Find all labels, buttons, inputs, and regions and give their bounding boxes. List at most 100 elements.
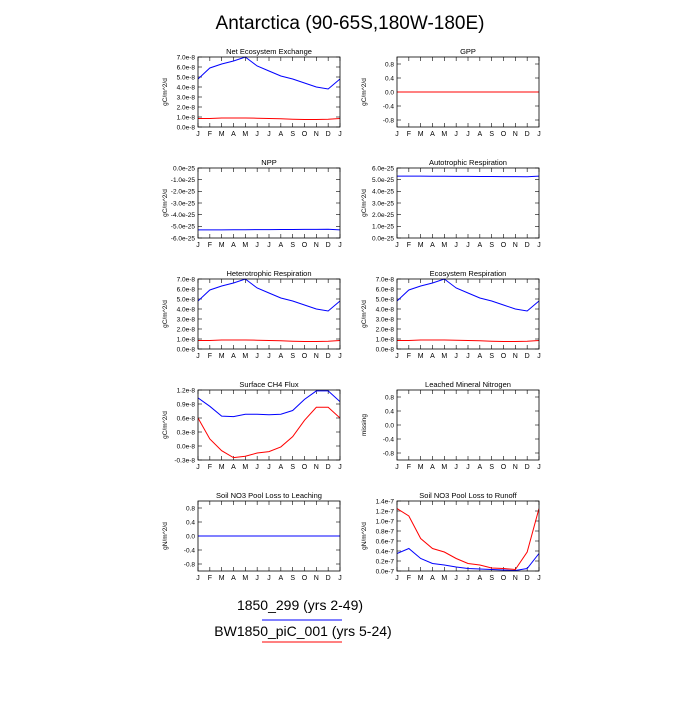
panel-soil-no3-pool-loss-to-leaching-xtick-label: O [302, 575, 308, 582]
panel-heterotrophic-respiration-xtick-label: A [278, 353, 283, 360]
panel-leached-mineral-nitrogen-ylabel: missing [361, 414, 368, 436]
panel-gpp-xtick-label: A [430, 131, 435, 138]
panel-soil-no3-pool-loss-to-leaching-xtick-label: J [196, 575, 200, 582]
panel-ecosystem-respiration-xtick-label: A [430, 353, 435, 360]
panel-soil-no3-pool-loss-to-runoff-ytick-label: 0.8e-7 [376, 528, 395, 535]
panel-npp-series-group [198, 228, 340, 231]
panel-leached-mineral-nitrogen-xtick-label: F [407, 464, 411, 471]
panel-gpp-ytick-label: -0.8 [383, 117, 395, 124]
panel-surface-ch4-flux-ytick-label: 0.9e-8 [177, 401, 196, 408]
panel-autotrophic-respiration-ylabel: gC/m^2/d [361, 189, 368, 217]
panel-heterotrophic-respiration-series-bw1850-pic-001-yrs-5-24 [198, 339, 340, 342]
panel-heterotrophic-respiration-xtick-label: J [196, 353, 200, 360]
panel-net-ecosystem-exchange-ytick-label: 2.0e-8 [177, 104, 196, 111]
panel-npp-title: NPP [261, 158, 276, 167]
panel-autotrophic-respiration-xtick-label: F [407, 242, 411, 249]
panel-ecosystem-respiration-ytick-label: 2.0e-8 [376, 326, 395, 333]
panel-gpp-ytick-label: 0.8 [385, 61, 394, 68]
panel-npp-ytick-label: -4.0e-25 [171, 212, 196, 219]
panel-gpp-xtick-label: J [466, 131, 470, 138]
panel-leached-mineral-nitrogen-title: Leached Mineral Nitrogen [425, 380, 511, 389]
panel-gpp-frame [396, 56, 540, 128]
panel-autotrophic-respiration-frame [396, 167, 540, 239]
panel-soil-no3-pool-loss-to-runoff-xtick-label: M [441, 575, 447, 582]
panel-soil-no3-pool-loss-to-runoff-ytick-label: 1.4e-7 [376, 498, 395, 505]
panel-npp-ytick-label: -1.0e-25 [171, 177, 196, 184]
panel-ecosystem-respiration-ylabel: gC/m^2/d [361, 300, 368, 328]
panel-net-ecosystem-exchange-xtick-label: J [255, 131, 259, 138]
panel-gpp-xtick-label: J [537, 131, 541, 138]
panel-heterotrophic-respiration-xtick-label: S [290, 353, 295, 360]
panel-npp-xtick-label: D [326, 242, 331, 249]
panel-surface-ch4-flux-xtick-label: J [267, 464, 271, 471]
panel-npp-xtick-label: M [242, 242, 248, 249]
panel-npp-xtick-label: M [219, 242, 225, 249]
panel-surface-ch4-flux-ytick-label: -0.3e-8 [174, 457, 195, 464]
panel-net-ecosystem-exchange-xtick-label: J [267, 131, 271, 138]
panel-surface-ch4-flux-xtick-label: O [302, 464, 308, 471]
panel-net-ecosystem-exchange-ytick-label: 7.0e-8 [177, 54, 196, 61]
panel-soil-no3-pool-loss-to-leaching-ytick-label: 0.4 [186, 519, 195, 526]
panel-autotrophic-respiration-ytick-label: 3.0e-25 [372, 200, 394, 207]
panel-soil-no3-pool-loss-to-runoff-xtick-label: D [525, 575, 530, 582]
panel-soil-no3-pool-loss-to-leaching-xtick-label: J [255, 575, 259, 582]
panel-soil-no3-pool-loss-to-leaching-xtick-label: J [267, 575, 271, 582]
panel-gpp-xtick-label: J [454, 131, 458, 138]
panel-autotrophic-respiration-xtick-label: D [525, 242, 530, 249]
panel-gpp-ylabel: gC/m^2/d [361, 78, 368, 106]
panel-autotrophic-respiration-xtick-label: J [466, 242, 470, 249]
panel-autotrophic-respiration-title: Autotrophic Respiration [429, 158, 507, 167]
panel-soil-no3-pool-loss-to-leaching-xtick-label: J [338, 575, 342, 582]
panel-autotrophic-respiration-ytick-label: 0.0e-25 [372, 235, 394, 242]
panel-npp-ytick-label: -6.0e-25 [171, 235, 196, 242]
panel-surface-ch4-flux-series-group [198, 390, 340, 459]
panel-gpp-ytick-label: 0.4 [385, 75, 394, 82]
panel-autotrophic-respiration-xtick-label: J [395, 242, 399, 249]
panel-leached-mineral-nitrogen-xtick-label: A [430, 464, 435, 471]
panel-heterotrophic-respiration-xtick-label: A [231, 353, 236, 360]
panel-surface-ch4-flux-xtick-label: J [255, 464, 259, 471]
panel-net-ecosystem-exchange-xtick-label: M [219, 131, 225, 138]
panel-soil-no3-pool-loss-to-runoff-ytick-label: 0.6e-7 [376, 538, 395, 545]
panel-surface-ch4-flux-xtick-label: M [242, 464, 248, 471]
panel-surface-ch4-flux-series-bw1850-pic-001-yrs-5-24 [198, 406, 340, 459]
panel-ecosystem-respiration-series-bw1850-pic-001-yrs-5-24 [397, 339, 539, 342]
panel-heterotrophic-respiration-xtick-label: O [302, 353, 308, 360]
panel-net-ecosystem-exchange-ytick-label: 0.0e-8 [177, 124, 196, 131]
panel-heterotrophic-respiration-xtick-label: D [326, 353, 331, 360]
panel-surface-ch4-flux-xtick-label: J [338, 464, 342, 471]
panel-ecosystem-respiration-xtick-label: N [513, 353, 518, 360]
panel-leached-mineral-nitrogen-ytick-label: 0.4 [385, 408, 394, 415]
panel-heterotrophic-respiration-ylabel: gC/m^2/d [162, 300, 169, 328]
panel-leached-mineral-nitrogen-ytick-label: 0.0 [385, 422, 394, 429]
panel-surface-ch4-flux-ytick-label: 1.2e-8 [177, 387, 196, 394]
panel-soil-no3-pool-loss-to-runoff-xtick-label: J [537, 575, 541, 582]
panel-ecosystem-respiration-ytick-label: 5.0e-8 [376, 296, 395, 303]
panel-heterotrophic-respiration-xtick-label: J [255, 353, 259, 360]
panel-gpp-ytick-label: -0.4 [383, 103, 395, 110]
panel-surface-ch4-flux-xtick-label: M [219, 464, 225, 471]
panel-ecosystem-respiration-frame [396, 278, 540, 350]
panel-soil-no3-pool-loss-to-runoff-ytick-label: 1.0e-7 [376, 518, 395, 525]
panel-gpp-ytick-label: 0.0 [385, 89, 394, 96]
panel-net-ecosystem-exchange-xtick-label: S [290, 131, 295, 138]
panel-autotrophic-respiration-xtick-label: M [418, 242, 424, 249]
panel-net-ecosystem-exchange-ylabel: gC/m^2/d [162, 78, 169, 106]
panel-soil-no3-pool-loss-to-runoff-ytick-label: 0.2e-7 [376, 558, 395, 565]
panel-ecosystem-respiration-xtick-label: J [454, 353, 458, 360]
panel-autotrophic-respiration-series-group [397, 175, 539, 178]
panel-heterotrophic-respiration-frame [197, 278, 341, 350]
panel-net-ecosystem-exchange-ytick-label: 5.0e-8 [177, 74, 196, 81]
panel-net-ecosystem-exchange-xtick-label: A [278, 131, 283, 138]
panel-autotrophic-respiration-series-1850-299-yrs-2-49 [397, 175, 539, 178]
panel-leached-mineral-nitrogen-frame [396, 389, 540, 461]
panel-npp-xtick-label: J [196, 242, 200, 249]
figure-title: Antarctica (90-65S,180W-180E) [216, 13, 485, 34]
panel-soil-no3-pool-loss-to-runoff-xtick-label: F [407, 575, 411, 582]
